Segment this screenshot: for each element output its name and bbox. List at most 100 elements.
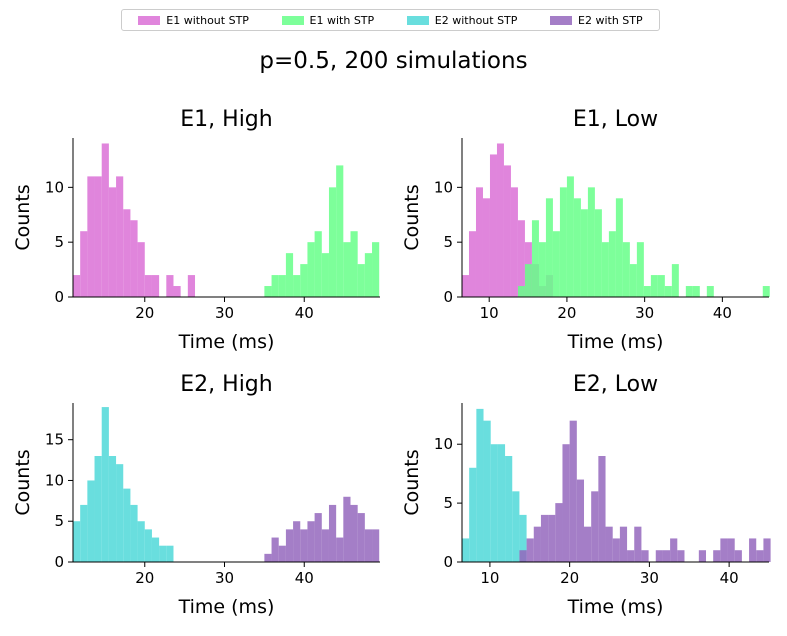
hist-bar bbox=[116, 176, 124, 297]
hist-bar bbox=[137, 242, 145, 297]
hist-bar bbox=[584, 526, 592, 562]
y-tick-label: 0 bbox=[443, 553, 453, 571]
hist-bar bbox=[497, 444, 506, 562]
hist-bar bbox=[151, 537, 160, 562]
y-tick-label: 0 bbox=[54, 553, 64, 571]
hist-bar bbox=[482, 198, 490, 297]
hist-bar bbox=[664, 286, 672, 297]
y-axis-label: Counts bbox=[401, 449, 423, 515]
hist-bar bbox=[526, 538, 534, 562]
legend-swatch bbox=[281, 15, 304, 25]
hist-bar bbox=[512, 491, 520, 562]
hist-bar bbox=[285, 529, 294, 562]
hist-bar bbox=[519, 514, 527, 562]
hist-bar bbox=[538, 242, 546, 297]
x-axis-label: Time (ms) bbox=[178, 596, 275, 618]
legend-swatch bbox=[550, 15, 573, 25]
hist-bar bbox=[692, 286, 700, 297]
x-tick-label: 30 bbox=[640, 569, 659, 587]
hist-bar bbox=[73, 521, 81, 562]
hist-bar bbox=[116, 464, 124, 562]
y-tick-label: 5 bbox=[443, 233, 453, 251]
hist-bar bbox=[278, 275, 286, 297]
hist-bar bbox=[555, 503, 563, 562]
hist-bar bbox=[94, 176, 102, 297]
y-tick-label: 5 bbox=[54, 233, 64, 251]
hist-bar bbox=[285, 253, 294, 297]
hist-bar bbox=[713, 550, 721, 562]
hist-bar bbox=[130, 504, 138, 562]
hist-bar bbox=[559, 187, 567, 297]
hist-bar bbox=[706, 286, 714, 297]
hist-bar bbox=[321, 529, 329, 562]
hist-bar bbox=[314, 513, 322, 562]
hist-bar bbox=[734, 550, 742, 562]
hist-bar bbox=[166, 545, 174, 562]
hist-bar bbox=[763, 538, 771, 562]
hist-bar bbox=[321, 253, 329, 297]
hist-bar bbox=[641, 550, 649, 562]
hist-bar bbox=[336, 537, 344, 562]
hist-bar bbox=[545, 198, 553, 297]
hist-bar bbox=[462, 538, 470, 562]
hist-bar bbox=[166, 275, 174, 297]
hist-bar bbox=[108, 187, 117, 297]
hist-bar bbox=[629, 264, 637, 297]
hist-bar bbox=[469, 467, 477, 562]
hist-bar bbox=[517, 220, 525, 297]
hist-bar bbox=[503, 165, 511, 297]
legend-label: E1 with STP bbox=[309, 13, 375, 27]
hist-bar bbox=[636, 242, 644, 297]
hist-bar bbox=[612, 538, 620, 562]
hist-bar bbox=[685, 286, 693, 297]
hist-bar bbox=[608, 231, 616, 297]
y-tick-label: 0 bbox=[443, 288, 453, 306]
hist-bar bbox=[496, 143, 504, 297]
panel-title: E2, Low bbox=[573, 372, 658, 397]
hist-bar bbox=[580, 209, 588, 297]
hist-bar bbox=[278, 545, 286, 562]
hist-bar bbox=[357, 513, 365, 562]
hist-bar bbox=[615, 198, 623, 297]
hist-bar bbox=[622, 242, 630, 297]
hist-bar bbox=[601, 242, 609, 297]
hist-bar bbox=[293, 275, 301, 297]
hist-bar bbox=[307, 521, 315, 562]
hist-bar bbox=[300, 529, 308, 562]
y-tick-label: 10 bbox=[45, 178, 64, 196]
hist-bar bbox=[293, 521, 301, 562]
x-tick-label: 30 bbox=[635, 304, 654, 322]
hist-bar bbox=[357, 264, 365, 297]
hist-bar bbox=[187, 275, 196, 297]
hist-bar bbox=[749, 538, 757, 562]
hist-bar bbox=[173, 286, 181, 297]
y-axis-label: Counts bbox=[12, 184, 34, 250]
x-axis-label: Time (ms) bbox=[567, 331, 664, 353]
x-tick-label: 40 bbox=[295, 304, 314, 322]
hist-bar bbox=[372, 529, 380, 562]
hist-bar bbox=[80, 504, 88, 562]
hist-bar bbox=[271, 537, 279, 562]
legend-item: E1 with STP bbox=[281, 13, 375, 27]
y-tick-label: 10 bbox=[434, 178, 453, 196]
x-axis-label: Time (ms) bbox=[567, 596, 664, 618]
hist-bar bbox=[144, 275, 152, 297]
hist-bar bbox=[343, 242, 351, 297]
hist-bar bbox=[144, 529, 152, 562]
hist-bar bbox=[655, 550, 663, 562]
hist-bar bbox=[517, 286, 525, 297]
hist-bar bbox=[576, 479, 585, 562]
legend-swatch bbox=[406, 15, 429, 25]
figure-title: p=0.5, 200 simulations bbox=[259, 48, 528, 74]
y-axis-label: Counts bbox=[401, 184, 423, 250]
hist-bar bbox=[756, 550, 764, 562]
hist-bar bbox=[336, 165, 344, 297]
hist-bar bbox=[657, 275, 665, 297]
hist-bar bbox=[677, 550, 685, 562]
hist-bar bbox=[73, 275, 81, 297]
hist-bar bbox=[159, 545, 167, 562]
hist-bar bbox=[314, 231, 322, 297]
panel-title: E2, High bbox=[180, 372, 272, 397]
x-tick-label: 20 bbox=[557, 304, 576, 322]
